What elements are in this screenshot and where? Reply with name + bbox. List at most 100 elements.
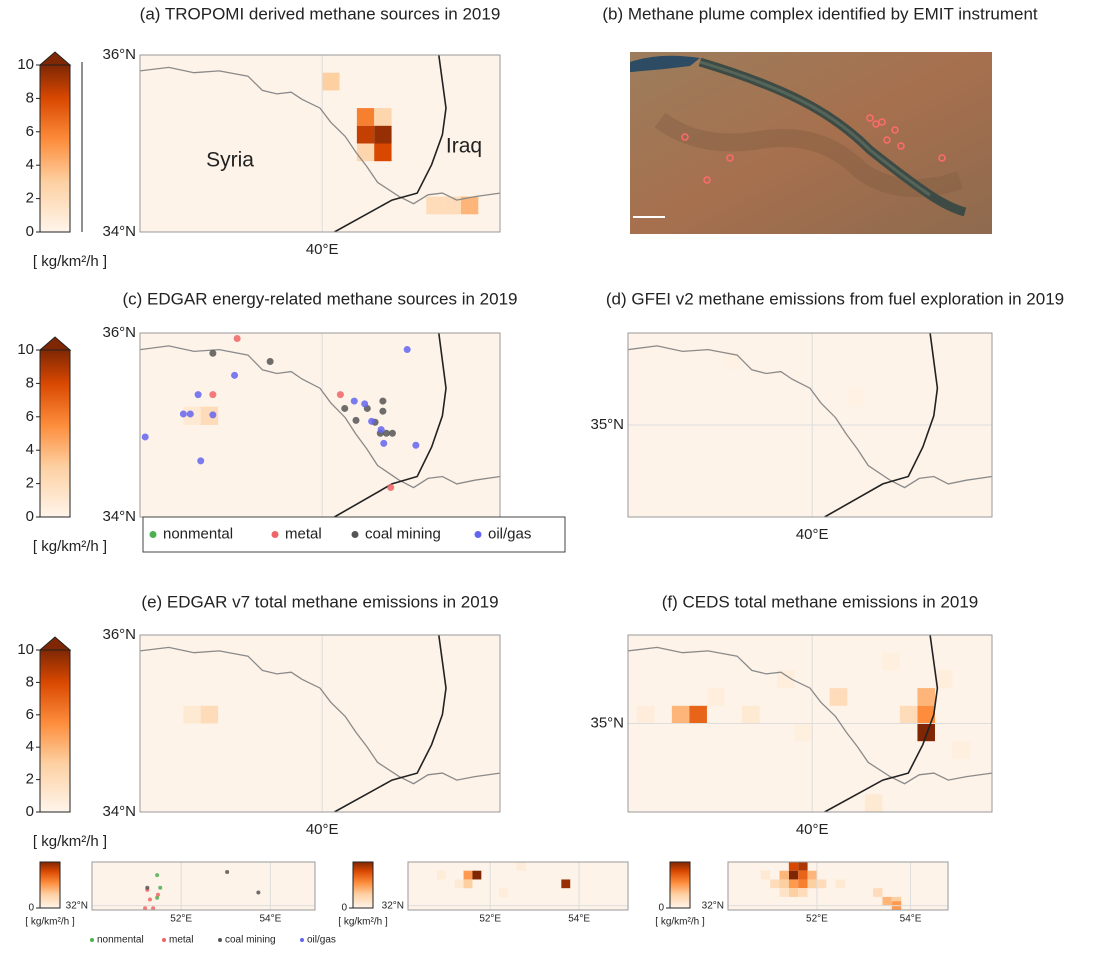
colorbar-tick-label: 2 xyxy=(26,475,34,492)
emission-cell xyxy=(788,862,799,871)
legend-label: metal xyxy=(169,935,193,946)
emission-cell xyxy=(374,143,392,162)
colorbar-tick-label: 8 xyxy=(26,89,34,106)
map xyxy=(140,635,500,812)
legend-marker xyxy=(474,531,482,538)
map-frame xyxy=(627,634,993,813)
emission-cell xyxy=(798,879,808,889)
colorbar xyxy=(39,861,61,909)
emission-cell xyxy=(807,870,817,880)
river xyxy=(628,345,992,489)
emission-cell xyxy=(917,705,935,724)
emission-cell xyxy=(463,870,473,880)
source-point xyxy=(155,873,160,878)
colorbar-tick-label: 4 xyxy=(26,156,34,173)
source-point xyxy=(179,410,187,418)
panel-title: (c) EDGAR energy-related methane sources… xyxy=(123,289,518,308)
emission-cell xyxy=(788,888,799,897)
source-point xyxy=(155,895,160,900)
map-frame xyxy=(407,861,629,911)
source-point xyxy=(368,417,376,425)
emission-cell xyxy=(356,143,375,162)
x-tick-label: 52°E xyxy=(479,914,501,925)
map xyxy=(728,862,948,910)
colorbar-tick-label: 0 xyxy=(28,903,34,914)
emission-cell xyxy=(882,652,900,671)
source-point xyxy=(186,410,194,418)
emission-cell xyxy=(847,388,865,407)
x-tick-label: 52°E xyxy=(806,914,828,925)
source-point xyxy=(388,429,396,437)
colorbar-unit: [ kg/km²/h ] xyxy=(655,917,705,928)
colorbar-unit: [ kg/km²/h ] xyxy=(33,253,107,270)
emission-cell xyxy=(183,705,201,724)
satellite-image xyxy=(630,52,992,234)
legend-marker xyxy=(271,531,279,538)
emission-cell xyxy=(829,688,848,706)
panel-title: (b) Methane plume complex identified by … xyxy=(602,4,1038,23)
map-frame xyxy=(139,54,501,233)
y-tick-label: 34°N xyxy=(102,223,136,240)
emission-cell xyxy=(463,879,473,889)
colorbar-tick-label: 6 xyxy=(26,706,34,723)
emission-cell xyxy=(798,870,808,880)
source-point xyxy=(225,870,230,875)
panel-title: (f) CEDS total methane emissions in 2019 xyxy=(662,592,979,611)
emission-cell xyxy=(443,196,461,215)
emission-cell xyxy=(899,705,918,724)
x-tick-label: 54°E xyxy=(568,914,590,925)
emission-cell xyxy=(760,870,771,880)
y-tick-label: 36°N xyxy=(102,324,136,341)
x-tick-label: 54°E xyxy=(260,914,282,925)
panel-title: (a) TROPOMI derived methane sources in 2… xyxy=(140,4,501,23)
colorbar-tick-label: 4 xyxy=(26,441,34,458)
y-tick-label: 36°N xyxy=(102,626,136,643)
country-border xyxy=(334,635,447,812)
legend-label: oil/gas xyxy=(488,525,531,542)
source-point xyxy=(387,484,395,492)
x-tick-label: 40°E xyxy=(796,821,829,838)
y-tick-label: 32°N xyxy=(66,900,88,911)
source-point xyxy=(256,890,261,895)
source-point xyxy=(209,411,217,419)
map xyxy=(140,333,500,517)
legend-label: nonmental xyxy=(163,525,233,542)
legend-label: oil/gas xyxy=(307,935,336,946)
emission-cell xyxy=(807,879,817,889)
colorbar-tick-label: 0 xyxy=(341,903,347,914)
country-border xyxy=(334,55,447,232)
source-point xyxy=(197,457,205,465)
colorbar-tick-label: 2 xyxy=(26,190,34,207)
legend-marker xyxy=(149,531,157,538)
emission-cell xyxy=(777,670,795,689)
y-tick-label: 32°N xyxy=(702,900,724,911)
map-frame xyxy=(139,634,501,813)
colorbar-tick-label: 10 xyxy=(17,56,34,73)
source-point xyxy=(379,397,387,405)
legend-marker xyxy=(162,938,166,942)
emission-cell xyxy=(689,705,707,724)
legend-marker xyxy=(351,531,359,538)
colorbar-unit: [ kg/km²/h ] xyxy=(33,538,107,555)
colorbar-unit: [ kg/km²/h ] xyxy=(25,917,75,928)
emission-cell xyxy=(460,196,479,215)
source-point xyxy=(382,429,390,437)
emission-cell xyxy=(454,879,464,889)
source-point xyxy=(403,346,411,354)
source-point xyxy=(350,397,358,405)
x-tick-label: 40°E xyxy=(796,526,829,543)
emission-cell xyxy=(472,870,482,880)
legend-label: coal mining xyxy=(225,935,276,946)
source-point xyxy=(209,349,217,357)
country-border xyxy=(824,635,939,812)
source-point xyxy=(361,400,369,408)
emission-cell xyxy=(374,125,392,144)
emission-cell xyxy=(742,705,760,724)
source-point xyxy=(151,906,156,910)
colorbar xyxy=(39,349,71,518)
colorbar-tick-label: 8 xyxy=(26,673,34,690)
country-label: Syria xyxy=(206,149,254,172)
emission-cell xyxy=(200,406,219,425)
emission-cell xyxy=(561,879,571,889)
emission-cell xyxy=(200,705,219,724)
